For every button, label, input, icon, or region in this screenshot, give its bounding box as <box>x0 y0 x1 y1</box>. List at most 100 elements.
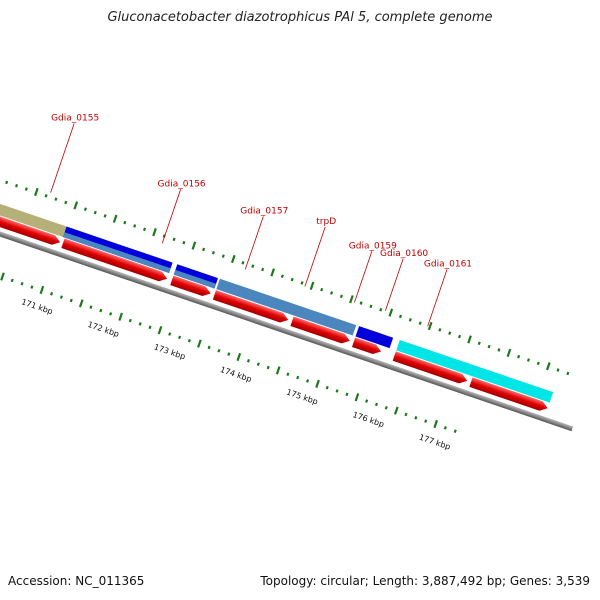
inner-tick <box>227 352 231 356</box>
inner-tick <box>404 412 408 417</box>
outer-tick <box>133 224 137 228</box>
map-title: Gluconacetobacter diazotrophicus PAl 5, … <box>107 10 493 25</box>
outer-tick <box>270 268 275 277</box>
outer-tick <box>566 371 570 376</box>
inner-tick <box>197 339 202 348</box>
outer-tick <box>408 318 412 322</box>
gene-label: Gdia_0155 <box>51 114 99 124</box>
outer-tick <box>142 227 147 232</box>
inner-tick <box>168 332 172 336</box>
outer-tick <box>290 277 294 282</box>
outer-tick <box>467 335 472 344</box>
gene-block <box>396 339 554 403</box>
inner-tick <box>59 295 63 299</box>
gene-leader-line <box>161 189 182 244</box>
inner-tick <box>118 312 123 321</box>
kbp-label: 177 kbp <box>418 433 452 452</box>
outer-tick <box>182 240 186 245</box>
kbp-label: 172 kbp <box>86 320 120 339</box>
outer-tick <box>349 295 354 304</box>
inner-tick <box>374 402 378 407</box>
inner-tick <box>0 272 5 281</box>
inner-tick <box>266 365 270 370</box>
cds-arrow <box>170 275 211 297</box>
gene-label: Gdia_0156 <box>158 179 206 189</box>
outer-tick <box>103 214 107 218</box>
outer-tick <box>5 180 9 185</box>
outer-tick <box>427 321 433 331</box>
inner-tick-ring <box>0 272 457 433</box>
outer-tick <box>34 187 39 197</box>
inner-tick <box>50 292 54 296</box>
kbp-label: 175 kbp <box>285 388 319 407</box>
inner-tick <box>236 352 242 362</box>
outer-tick <box>152 228 157 237</box>
outer-tick <box>506 348 512 357</box>
cds-track <box>0 184 548 411</box>
outer-tick <box>448 331 452 335</box>
inner-tick <box>69 298 73 303</box>
inner-tick <box>275 366 281 375</box>
kbp-label: 174 kbp <box>219 365 253 384</box>
accession-text: Accession: NC_011365 <box>8 574 145 588</box>
inner-tick <box>354 393 360 402</box>
inner-tick <box>286 372 290 377</box>
gene-block-shade <box>63 232 171 274</box>
inner-tick <box>365 399 369 403</box>
gene-leader-line <box>385 258 404 311</box>
gene-leader-line <box>427 269 448 327</box>
gene-label: Gdia_0160 <box>380 249 428 259</box>
outer-tick <box>83 207 87 211</box>
outer-tick <box>54 197 58 201</box>
outer-tick-ring <box>5 180 570 376</box>
kbp-label: 176 kbp <box>352 410 386 429</box>
gene-leader-line <box>304 226 326 287</box>
inner-tick <box>414 416 418 420</box>
cds-arrow <box>351 337 382 355</box>
outer-tick <box>379 307 383 312</box>
outer-tick <box>191 241 197 250</box>
outer-tick <box>123 220 127 225</box>
gene-leader-line <box>50 123 75 193</box>
inner-tick <box>207 345 211 350</box>
gene-track <box>0 173 554 403</box>
outer-tick <box>44 194 48 198</box>
inner-tick <box>424 419 428 423</box>
outer-tick <box>458 334 462 339</box>
outer-tick <box>309 281 315 290</box>
gene-block <box>0 173 67 237</box>
inner-tick <box>453 429 457 433</box>
gene-label: Gdia_0161 <box>424 260 472 270</box>
inner-tick <box>128 318 132 323</box>
cds-arrow <box>0 184 61 245</box>
gene-block-shade <box>173 269 217 289</box>
kbp-label: 171 kbp <box>20 297 54 316</box>
outer-tick <box>93 210 97 215</box>
inner-tick <box>109 312 113 316</box>
genome-backbone <box>0 194 574 432</box>
outer-tick <box>526 358 530 362</box>
outer-tick <box>556 368 560 372</box>
outer-tick <box>477 341 481 346</box>
inner-tick <box>99 308 103 313</box>
gene-label: Gdia_0159 <box>349 241 397 251</box>
inner-tick <box>296 375 300 380</box>
inner-tick <box>39 285 45 295</box>
outer-tick <box>172 237 176 242</box>
kbp-label: 173 kbp <box>153 342 187 361</box>
outer-tick <box>545 362 551 371</box>
outer-tick <box>73 201 79 210</box>
inner-tick <box>217 348 221 353</box>
outer-tick <box>418 321 422 325</box>
outer-tick <box>211 250 215 255</box>
outer-tick <box>536 361 540 366</box>
inner-tick <box>10 278 14 283</box>
inner-tick <box>443 426 447 430</box>
gene-block <box>216 278 357 336</box>
outer-tick <box>359 301 363 305</box>
gene-block <box>355 326 394 349</box>
inner-tick <box>256 362 260 366</box>
cds-arrow <box>212 290 289 323</box>
inner-tick <box>335 389 339 393</box>
